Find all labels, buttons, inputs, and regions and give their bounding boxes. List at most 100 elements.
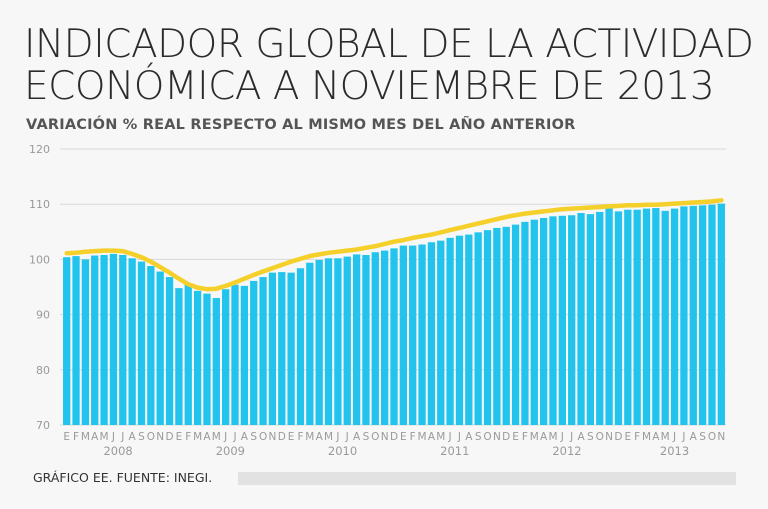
x-month-label: J — [345, 431, 349, 443]
bar — [483, 230, 492, 425]
bar — [72, 256, 80, 425]
x-month-label: E — [400, 431, 407, 443]
x-month-label: S — [699, 431, 706, 443]
bar — [717, 203, 725, 425]
bar — [614, 211, 623, 425]
x-month-label: J — [569, 431, 573, 443]
y-tick-label: 80 — [36, 364, 50, 377]
bar — [137, 261, 146, 425]
bar — [296, 268, 305, 425]
bar — [128, 258, 136, 425]
x-month-label: D — [614, 431, 622, 443]
bar — [212, 298, 220, 425]
bar — [371, 252, 379, 425]
bar — [502, 226, 510, 425]
x-month-label: O — [147, 431, 155, 443]
x-month-label: F — [297, 431, 303, 443]
bar — [63, 257, 71, 425]
bar — [91, 255, 99, 425]
bars-layer — [63, 203, 725, 425]
bar — [586, 214, 595, 425]
bar — [240, 285, 249, 425]
bar — [259, 277, 267, 425]
x-month-label: F — [522, 431, 528, 443]
x-month-label: M — [642, 431, 651, 443]
x-month-label: J — [448, 431, 452, 443]
x-year-label: 2010 — [328, 444, 357, 456]
bar — [670, 208, 679, 425]
bar — [455, 235, 464, 425]
bar — [596, 211, 604, 425]
bar — [362, 254, 370, 425]
x-month-label: N — [605, 431, 613, 443]
x-month-label: M — [81, 431, 90, 443]
bar — [549, 216, 557, 425]
x-year-label: 2009 — [216, 444, 245, 456]
x-month-label: A — [577, 431, 585, 443]
x-month-label: A — [428, 431, 436, 443]
bar — [399, 245, 407, 425]
x-month-label: D — [502, 431, 510, 443]
x-month-label: E — [288, 431, 295, 443]
bar — [521, 221, 529, 425]
bar — [568, 215, 576, 425]
bar — [334, 258, 342, 425]
chart-subtitle: VARIACIÓN % REAL RESPECTO AL MISMO MES D… — [26, 117, 576, 133]
bar — [409, 245, 417, 425]
x-month-label: M — [324, 431, 333, 443]
x-month-label: A — [465, 431, 473, 443]
x-month-label: A — [203, 431, 211, 443]
x-month-label: S — [250, 431, 257, 443]
x-month-label: E — [176, 431, 183, 443]
bar — [689, 205, 697, 425]
x-month-label: N — [493, 431, 501, 443]
title-line-1: INDICADOR GLOBAL DE LA ACTIVIDAD — [24, 22, 754, 67]
bar — [698, 205, 707, 425]
x-month-label: E — [63, 431, 70, 443]
bar — [222, 289, 230, 425]
x-month-label: S — [475, 431, 482, 443]
bar — [474, 232, 482, 425]
x-month-label: O — [371, 431, 379, 443]
bar — [250, 280, 258, 425]
bar — [343, 256, 351, 425]
x-month-label: A — [91, 431, 99, 443]
x-month-label: J — [335, 431, 339, 443]
y-tick-label: 90 — [36, 309, 50, 322]
x-month-label: M — [418, 431, 427, 443]
x-month-label: J — [457, 431, 461, 443]
x-month-label: J — [120, 431, 124, 443]
x-month-label: F — [634, 431, 640, 443]
bar — [278, 272, 286, 425]
x-month-label: M — [548, 431, 557, 443]
x-month-label: O — [483, 431, 491, 443]
bar — [427, 242, 436, 425]
x-year-label: 2012 — [552, 444, 581, 456]
x-month-label: J — [681, 431, 685, 443]
x-month-label: M — [305, 431, 314, 443]
bar — [119, 254, 127, 425]
x-month-label: J — [232, 431, 236, 443]
bar — [109, 253, 118, 425]
bar — [418, 244, 426, 425]
bar — [577, 213, 585, 425]
source-note: GRÁFICO EE. FUENTE: INEGI. — [33, 470, 213, 485]
bar — [624, 209, 632, 425]
chart-title: INDICADOR GLOBAL DE LA ACTIVIDAD ECONÓMI… — [24, 24, 754, 108]
bar — [156, 271, 164, 425]
bar — [381, 250, 389, 425]
x-month-label: F — [185, 431, 191, 443]
x-month-label: M — [193, 431, 202, 443]
x-month-label: M — [212, 431, 221, 443]
bar — [493, 227, 501, 425]
bar — [661, 210, 669, 425]
x-month-label: F — [73, 431, 79, 443]
x-month-label: J — [111, 431, 115, 443]
x-month-label: S — [138, 431, 145, 443]
x-month-label: N — [156, 431, 164, 443]
x-month-label: A — [540, 431, 548, 443]
x-month-label: E — [624, 431, 631, 443]
x-month-label: D — [390, 431, 398, 443]
bar — [203, 293, 211, 425]
